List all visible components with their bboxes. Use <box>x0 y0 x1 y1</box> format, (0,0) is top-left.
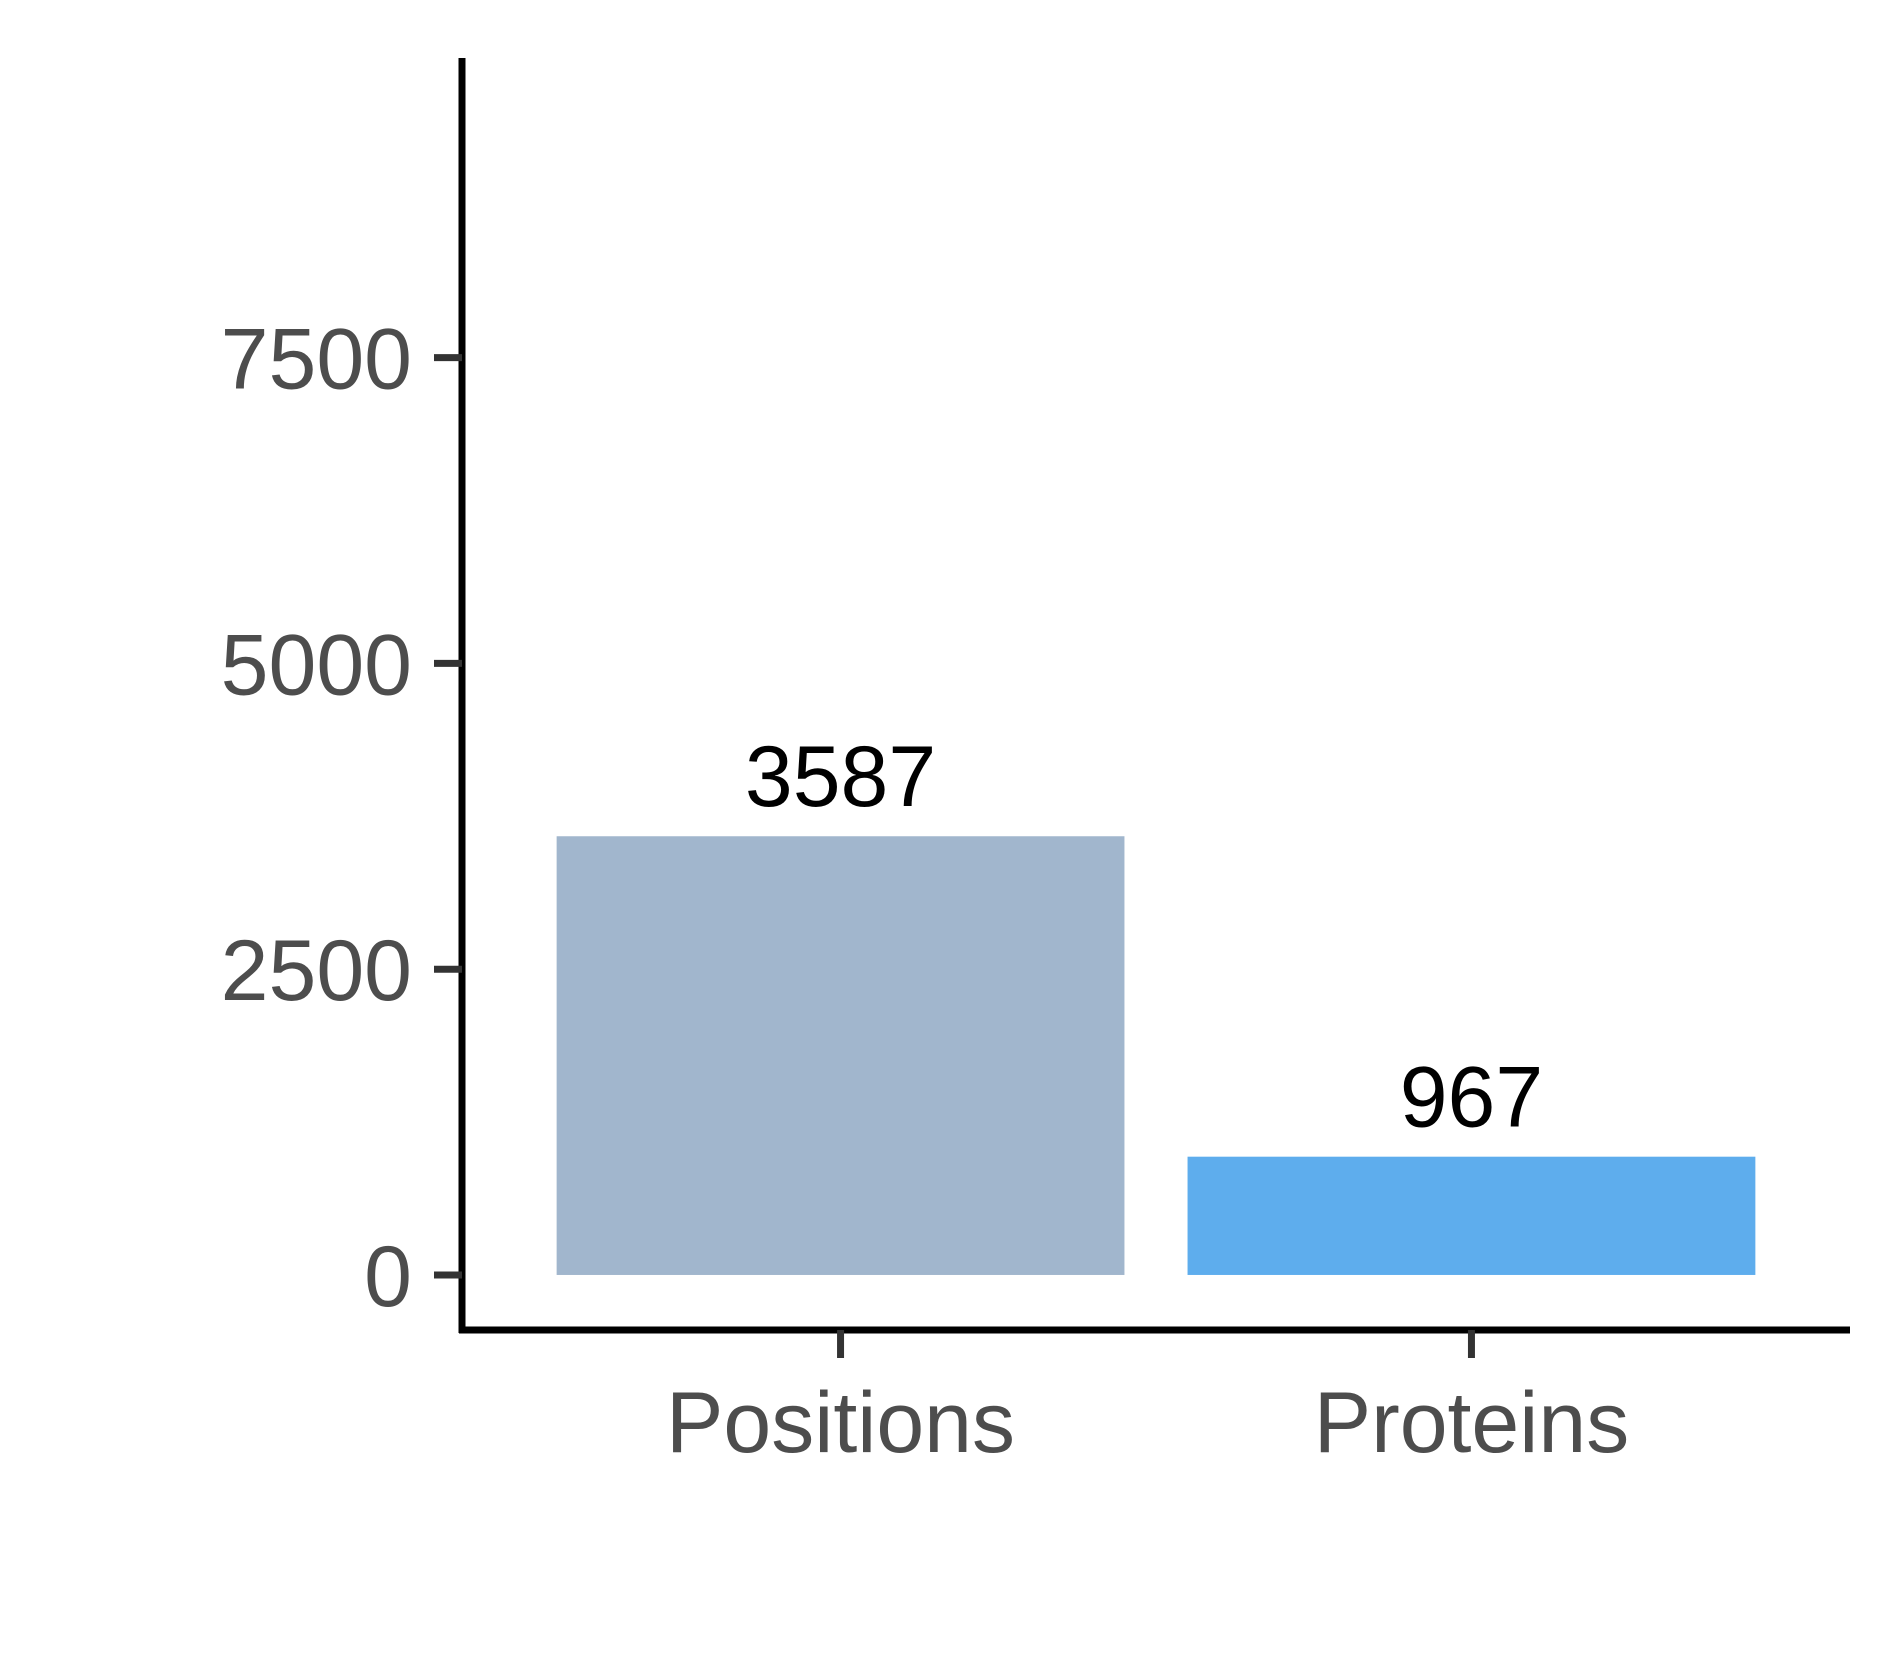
x-tick-label-proteins: Proteins <box>1314 1375 1630 1471</box>
y-axis: 0 2500 5000 7500 <box>221 58 466 1333</box>
bars-group <box>556 836 1756 1275</box>
x-axis: Positions Proteins <box>459 1326 1850 1471</box>
x-tick-label-positions: Positions <box>666 1375 1015 1471</box>
bar-positions <box>556 836 1125 1275</box>
y-tick-label-5000: 5000 <box>221 617 412 713</box>
y-tick-label-0: 0 <box>364 1229 412 1325</box>
y-tick-label-2500: 2500 <box>221 923 412 1019</box>
data-label-proteins: 967 <box>1400 1050 1544 1146</box>
data-label-positions: 3587 <box>745 729 936 825</box>
data-labels-group: 3587 967 <box>745 729 1543 1145</box>
bar-proteins <box>1187 1156 1756 1275</box>
y-tick-label-7500: 7500 <box>221 312 412 408</box>
